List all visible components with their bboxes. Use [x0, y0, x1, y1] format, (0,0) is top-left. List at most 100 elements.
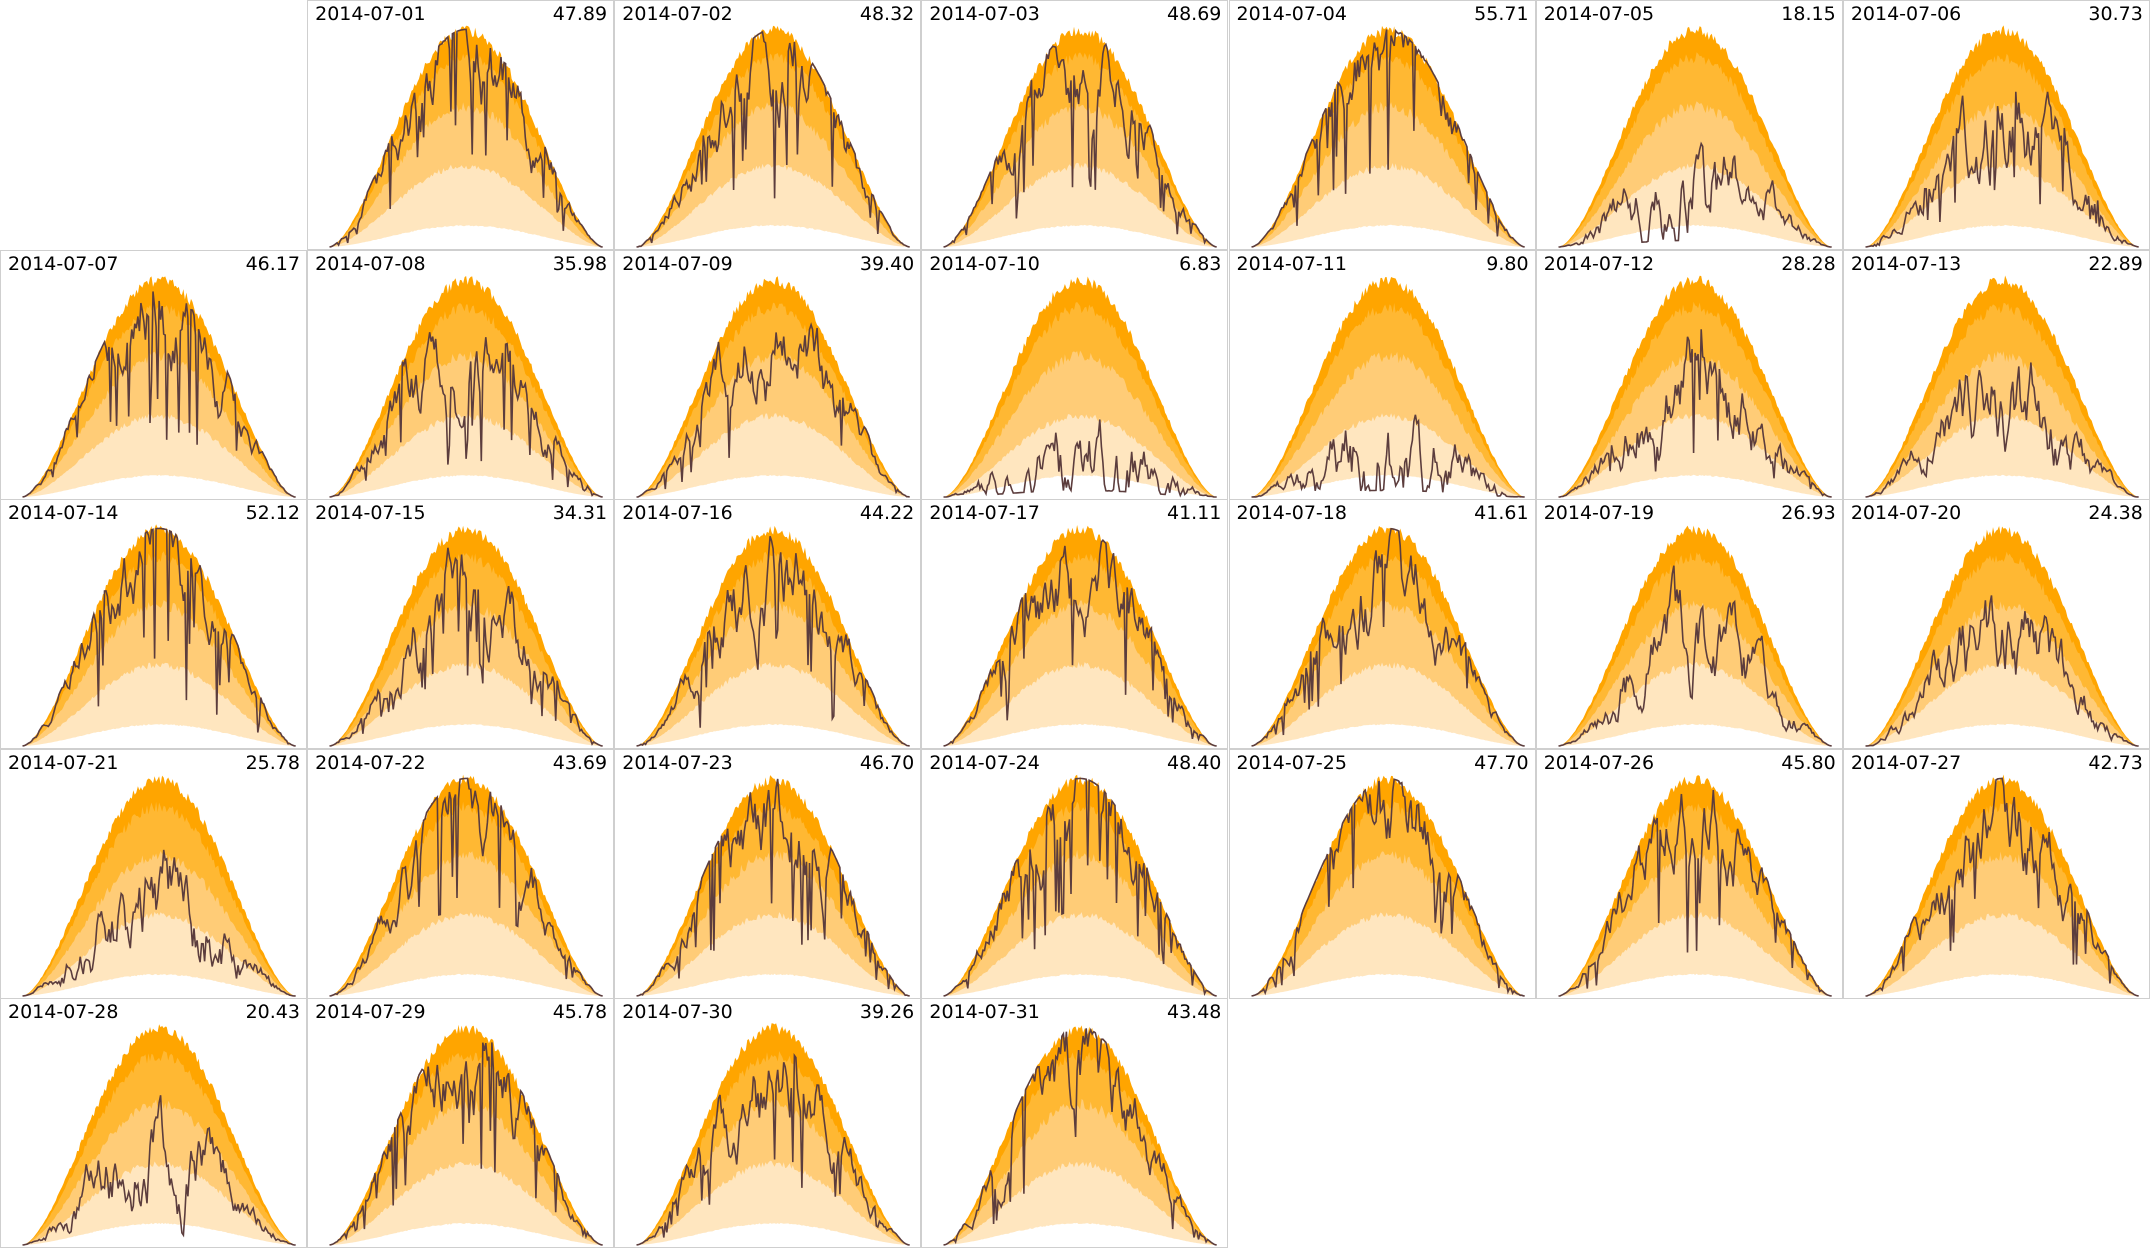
day-panel: 2014-07-03 48.69: [921, 0, 1229, 250]
panel-date-label: 2014-07-30: [622, 1001, 733, 1024]
quantile-band-4: [1251, 474, 1525, 497]
day-series-line: [1250, 528, 1525, 747]
quantile-band-3: [1865, 412, 2139, 497]
quantile-band-3: [22, 911, 296, 996]
quantile-band-4: [22, 474, 296, 497]
day-series-line: [943, 539, 1218, 747]
day-panel: 2014-07-25 47.70: [1228, 748, 1536, 999]
panel-total-value: 22.89: [2088, 252, 2143, 275]
quantile-band-4: [1558, 224, 1832, 247]
quantile-band-4: [636, 224, 910, 247]
panel-date-label: 2014-07-25: [1236, 751, 1347, 774]
quantile-band-3: [943, 661, 1218, 747]
quantile-band-4: [329, 724, 603, 747]
panel-date-label: 2014-07-21: [8, 751, 119, 774]
panel-total-value: 52.12: [245, 502, 300, 525]
day-series-line: [329, 547, 603, 747]
day-series-line: [943, 419, 1218, 498]
quantile-band-3: [1865, 163, 2139, 247]
panel-total-value: 47.89: [552, 3, 608, 25]
quantile-band-4: [1251, 724, 1525, 747]
day-series-line: [1558, 141, 1832, 248]
panel-total-value: 45.78: [552, 1001, 608, 1024]
quantile-band-4: [1865, 724, 2139, 747]
panel-date-label: 2014-07-18: [1236, 502, 1347, 525]
day-series-line: [22, 527, 296, 747]
panel-date-label: 2014-07-07: [8, 252, 119, 275]
day-panel: 2014-07-20 24.38: [1842, 499, 2150, 750]
panel-total-value: 41.61: [1474, 502, 1529, 525]
quantile-band-4: [943, 973, 1218, 996]
day-series-line: [329, 777, 603, 997]
panel-total-value: 18.15: [1781, 3, 1836, 25]
quantile-band-4: [329, 474, 603, 497]
day-panel: 2014-07-24 48.40: [921, 748, 1229, 999]
day-panel: 2014-07-21 25.78: [0, 748, 307, 999]
day-series-line: [329, 28, 603, 248]
day-series-line: [636, 778, 911, 997]
panel-date-label: 2014-07-29: [315, 1001, 426, 1024]
panel-total-value: 30.73: [2088, 3, 2143, 25]
quantile-band-3: [1251, 912, 1525, 996]
quantile-band-3: [636, 412, 910, 497]
quantile-band-4: [22, 724, 296, 747]
panel-date-label: 2014-07-20: [1850, 502, 1962, 525]
panel-total-value: 6.83: [1179, 252, 1222, 275]
day-series-line: [22, 849, 296, 997]
panel-date-label: 2014-07-02: [622, 3, 733, 25]
quantile-band-4: [636, 724, 910, 747]
panel-date-label: 2014-07-04: [1236, 3, 1347, 25]
day-panel: 2014-07-08 35.98: [307, 249, 615, 500]
day-series-line: [636, 536, 911, 747]
day-panel: 2014-07-29 45.78: [307, 998, 615, 1248]
quantile-band-3: [1251, 662, 1525, 747]
panel-total-value: 43.69: [552, 751, 608, 774]
panel-total-value: 42.73: [2088, 751, 2143, 774]
day-series-line: [1865, 595, 2139, 747]
panel-total-value: 46.70: [859, 751, 915, 774]
quantile-band-4: [1558, 724, 1832, 747]
day-series-line: [1250, 778, 1525, 997]
panel-total-value: 45.80: [1781, 751, 1836, 774]
quantile-band-4: [22, 1223, 296, 1246]
quantile-band-3: [1558, 163, 1832, 247]
day-panel: 2014-07-27 42.73: [1842, 748, 2150, 999]
panel-date-label: 2014-07-26: [1543, 751, 1655, 774]
day-panel: 2014-07-12 28.28: [1535, 249, 1843, 500]
day-series-line: [943, 777, 1218, 997]
panel-date-label: 2014-07-17: [929, 502, 1040, 525]
quantile-band-4: [943, 1223, 1218, 1246]
day-panel: 2014-07-05 18.15: [1535, 0, 1843, 250]
day-panel: 2014-07-22 43.69: [307, 748, 615, 999]
panel-total-value: 48.32: [859, 3, 915, 25]
quantile-band-3: [1251, 163, 1525, 247]
day-panel: 2014-07-02 48.32: [614, 0, 922, 250]
day-panel: 2014-07-04 55.71: [1228, 0, 1536, 250]
day-panel: 2014-07-23 46.70: [614, 748, 922, 999]
panel-date-label: 2014-07-13: [1850, 252, 1962, 275]
day-panel: 2014-07-30 39.26: [614, 998, 922, 1248]
panel-total-value: 25.78: [245, 751, 300, 774]
quantile-band-4: [636, 1223, 910, 1246]
panel-date-label: 2014-07-10: [929, 252, 1040, 275]
day-series-line: [943, 42, 1218, 248]
quantile-band-4: [329, 973, 603, 996]
day-series-line: [636, 1053, 911, 1247]
day-series-line: [1558, 789, 1832, 997]
panel-total-value: 55.71: [1474, 3, 1529, 25]
panel-total-value: 47.70: [1474, 751, 1529, 774]
panel-date-label: 2014-07-03: [929, 3, 1040, 25]
day-series-line: [1250, 28, 1525, 248]
panel-total-value: 28.28: [1781, 252, 1836, 275]
quantile-band-4: [22, 973, 296, 996]
panel-total-value: 41.11: [1167, 502, 1222, 525]
quantile-band-3: [1558, 413, 1832, 497]
panel-total-value: 24.38: [2088, 502, 2143, 525]
panel-date-label: 2014-07-12: [1543, 252, 1655, 275]
quantile-band-3: [1251, 412, 1525, 497]
day-series-line: [329, 331, 603, 498]
day-series-line: [1865, 362, 2139, 498]
quantile-band-3: [329, 662, 603, 747]
panel-date-label: 2014-07-16: [622, 502, 733, 525]
quantile-band-3: [329, 1162, 603, 1246]
